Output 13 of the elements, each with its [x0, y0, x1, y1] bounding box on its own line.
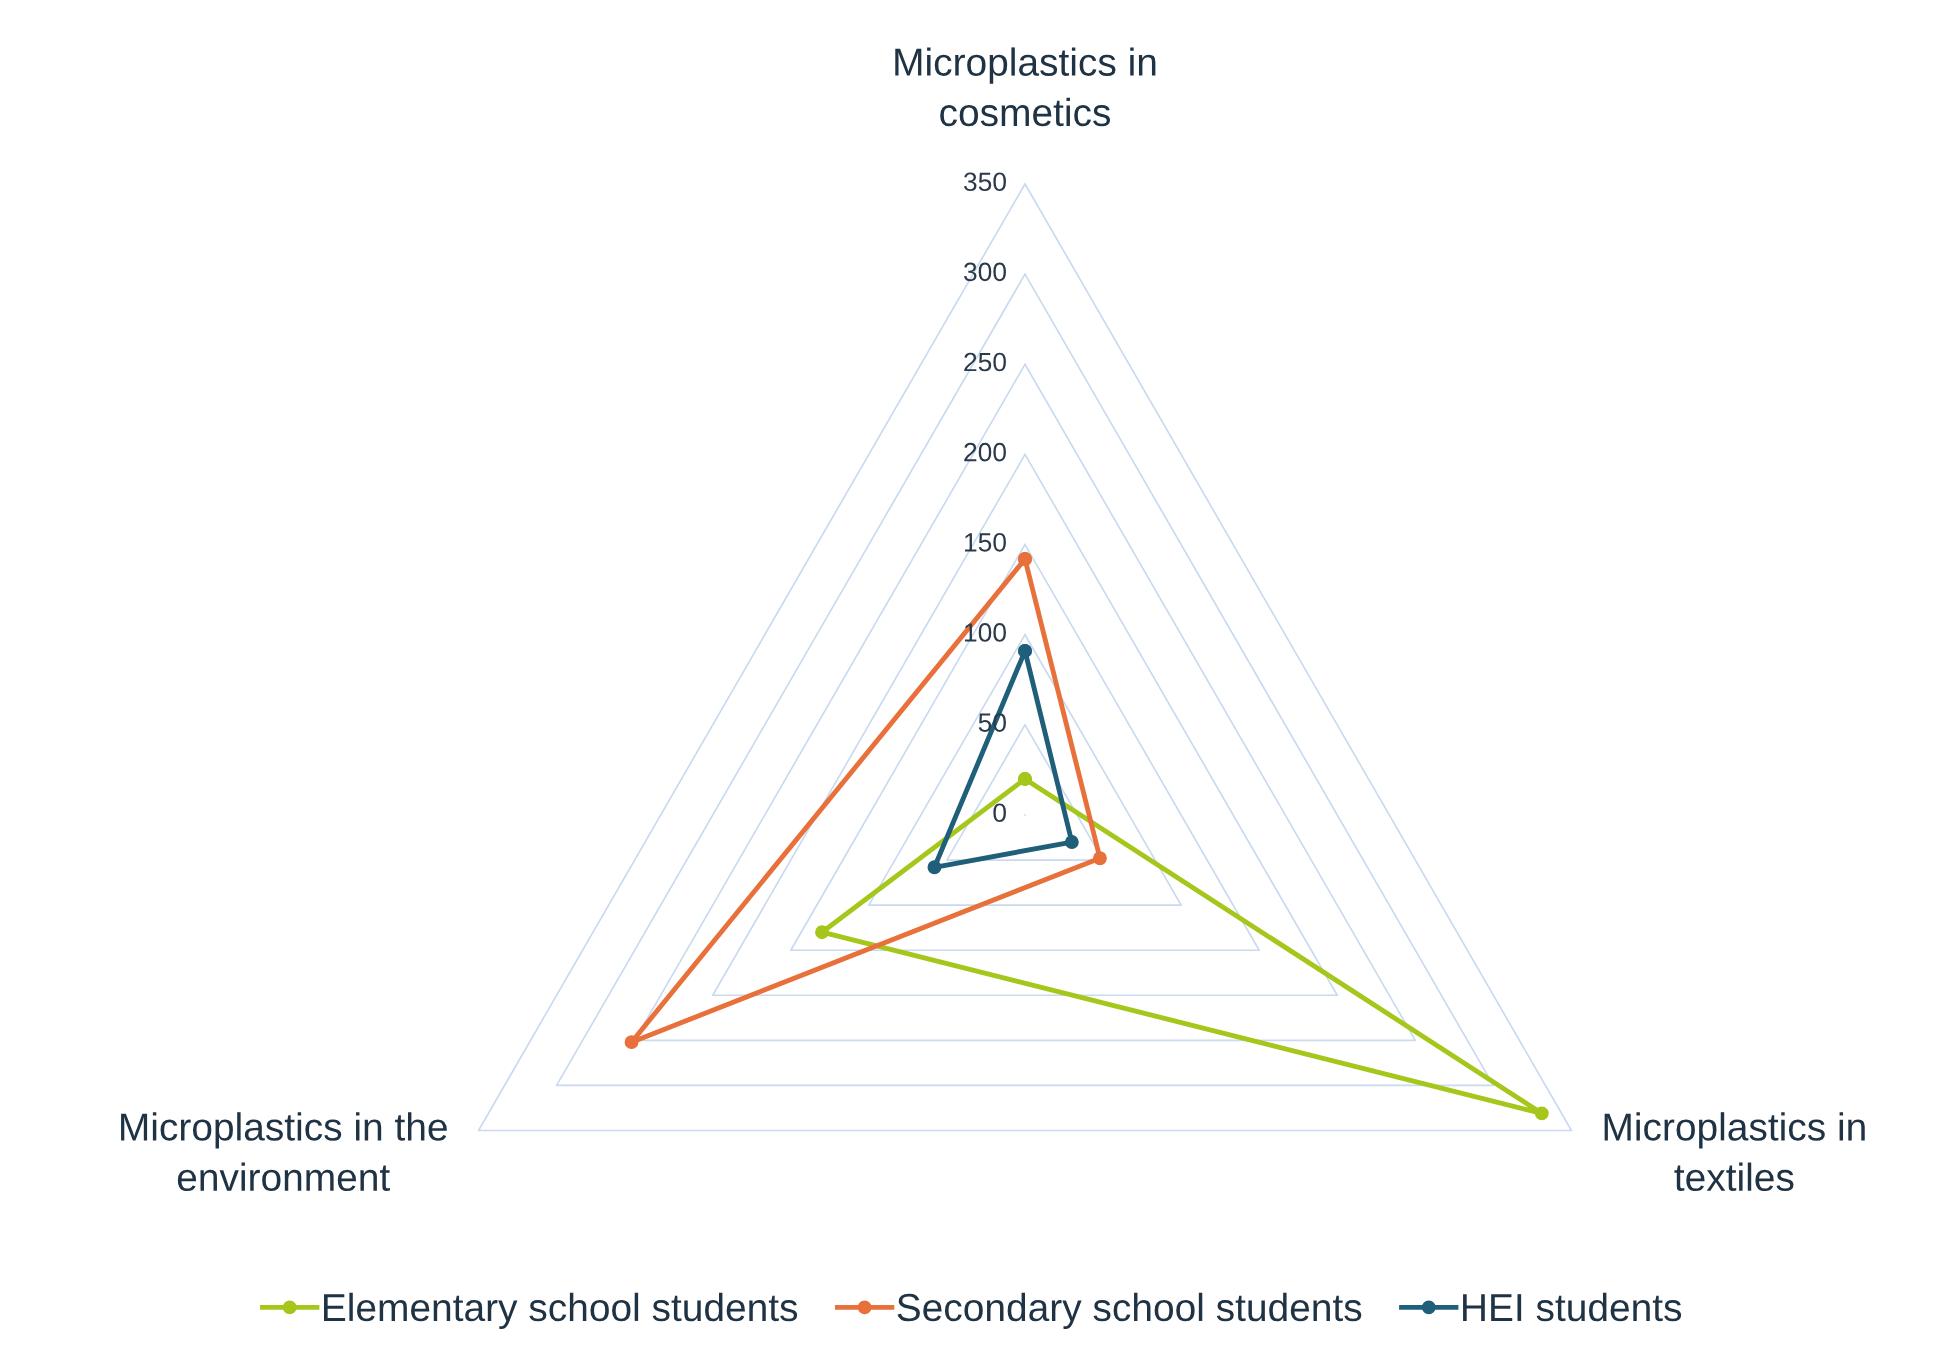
- y-tick-label: 0: [993, 803, 1006, 823]
- legend-label: HEI students: [1463, 1292, 1682, 1322]
- legend-label: Elementary school students: [324, 1292, 798, 1329]
- y-tick-label: 200: [964, 442, 1006, 462]
- y-tick-label: 100: [964, 623, 1006, 642]
- y-tick-label: 250: [964, 352, 1006, 372]
- y-tick-label: 350: [963, 172, 1006, 192]
- spoke-label: Microplastics in the environment: [121, 1112, 447, 1192]
- y-tick-label: 300: [963, 262, 1006, 282]
- spoke-label: Microplastics in cosmetics: [895, 47, 1156, 127]
- y-tick-label: 150: [964, 532, 1006, 552]
- legend-label: Secondary school students: [897, 1292, 1362, 1329]
- spoke-label: Microplastics in textiles: [1604, 1112, 1865, 1192]
